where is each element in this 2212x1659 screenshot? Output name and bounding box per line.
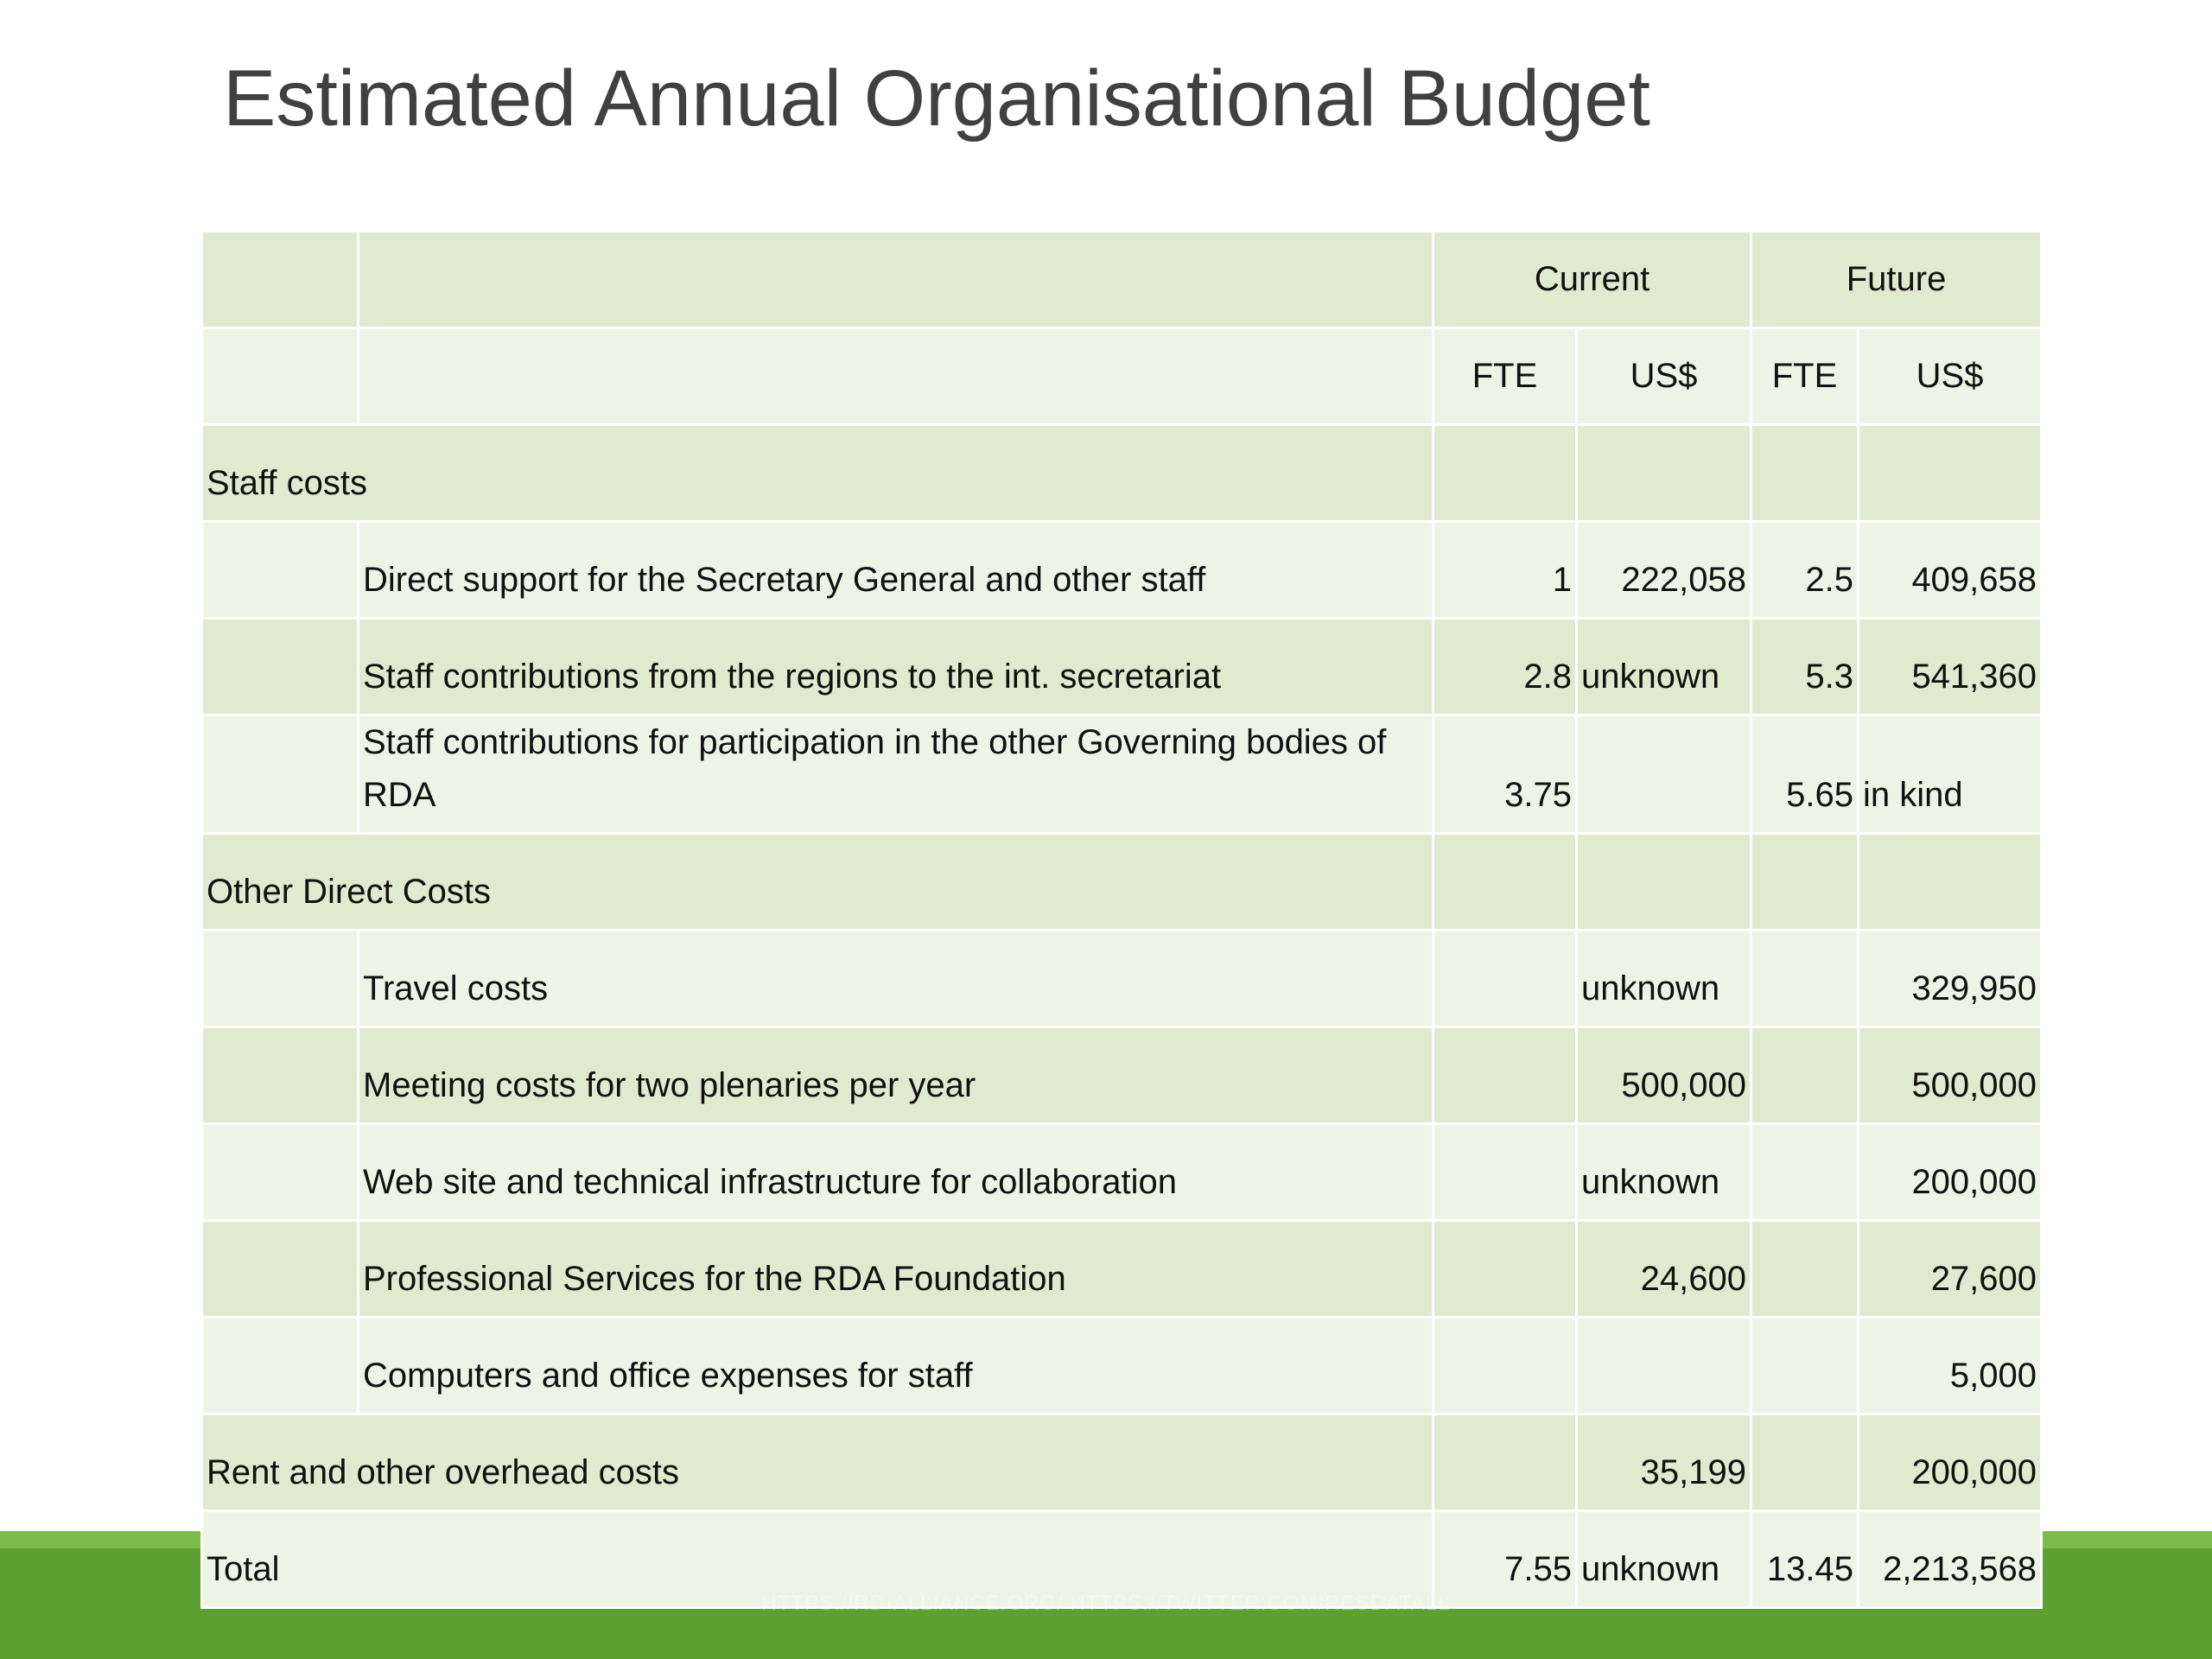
cell bbox=[200, 1122, 359, 1222]
budget-row: Direct support for the Secretary General… bbox=[200, 520, 2044, 620]
cell bbox=[200, 1026, 359, 1125]
budget-row: Meeting costs for two plenaries per year… bbox=[200, 1026, 2044, 1125]
budget-row: Web site and technical infrastructure fo… bbox=[200, 1122, 2044, 1222]
cell bbox=[200, 1219, 359, 1319]
cell bbox=[200, 230, 359, 329]
cell: 222,058 bbox=[1574, 520, 1753, 620]
cell bbox=[200, 520, 359, 620]
group-header-row: Current Future bbox=[200, 230, 2044, 329]
cell bbox=[357, 230, 1434, 329]
cell bbox=[1750, 929, 1860, 1028]
budget-row: Staff contributions for participation in… bbox=[200, 714, 2044, 835]
cell: Web site and technical infrastructure fo… bbox=[357, 1122, 1434, 1222]
cell: Meeting costs for two plenaries per year bbox=[357, 1026, 1434, 1125]
cell: unknown bbox=[1574, 617, 1753, 716]
cell: in kind bbox=[1857, 714, 2044, 835]
budget-row: Computers and office expenses for staff 5… bbox=[200, 1316, 2044, 1415]
cell: Total bbox=[200, 1510, 1434, 1609]
cell: 24,600 bbox=[1574, 1219, 1753, 1319]
cell: unknown bbox=[1574, 1510, 1753, 1609]
footer-links: HTTPS://RD-ALLIANCE.ORG/ HTTPS://TWITTER… bbox=[761, 1592, 1451, 1615]
cell bbox=[1750, 1122, 1860, 1222]
cell: 329,950 bbox=[1857, 929, 2044, 1028]
cell bbox=[1432, 1026, 1578, 1125]
cell bbox=[1750, 1316, 1860, 1415]
cell: Staff contributions from the regions to … bbox=[357, 617, 1434, 716]
cell: 2.5 bbox=[1750, 520, 1860, 620]
cell bbox=[200, 714, 359, 835]
cell bbox=[200, 327, 359, 426]
budget-row: Rent and other overhead costs 35,199 200,0… bbox=[200, 1413, 2044, 1512]
cell: 200,000 bbox=[1857, 1413, 2044, 1512]
cell: Rent and other overhead costs bbox=[200, 1413, 1434, 1512]
cell: FTE bbox=[1750, 327, 1860, 426]
cell: 500,000 bbox=[1574, 1026, 1753, 1125]
cell: Staff contributions for participation in… bbox=[357, 714, 1434, 835]
cell: 409,658 bbox=[1857, 520, 2044, 620]
cell: 1 bbox=[1432, 520, 1578, 620]
cell bbox=[200, 929, 359, 1028]
cell bbox=[1574, 832, 1753, 931]
cell: Professional Services for the RDA Founda… bbox=[357, 1219, 1434, 1319]
cell: 500,000 bbox=[1857, 1026, 2044, 1125]
cell bbox=[1432, 423, 1578, 523]
cell: 200,000 bbox=[1857, 1122, 2044, 1222]
cell: Current bbox=[1431, 230, 1753, 329]
cell: Other Direct Costs bbox=[200, 832, 1434, 931]
cell bbox=[1432, 1413, 1578, 1512]
budget-row: Staff costs bbox=[200, 423, 2044, 523]
cell bbox=[1750, 1219, 1860, 1319]
budget-table: Current Future FTE US$ FTE US$ Staff costs Dire… bbox=[200, 230, 2044, 1609]
cell: 13.45 bbox=[1750, 1510, 1860, 1609]
cell: FTE bbox=[1432, 327, 1578, 426]
cell: 27,600 bbox=[1857, 1219, 2044, 1319]
cell bbox=[1750, 423, 1860, 523]
cell: Computers and office expenses for staff bbox=[357, 1316, 1434, 1415]
cell: US$ bbox=[1574, 327, 1753, 426]
cell bbox=[1574, 1316, 1753, 1415]
cell bbox=[1750, 832, 1860, 931]
cell: Future bbox=[1750, 230, 2044, 329]
cell bbox=[1857, 423, 2044, 523]
cell: unknown bbox=[1574, 929, 1753, 1028]
cell: 35,199 bbox=[1574, 1413, 1753, 1512]
cell bbox=[1432, 929, 1578, 1028]
cell: unknown bbox=[1574, 1122, 1753, 1222]
budget-row: Staff contributions from the regions to … bbox=[200, 617, 2044, 716]
budget-row: Professional Services for the RDA Founda… bbox=[200, 1219, 2044, 1319]
budget-row: Other Direct Costs bbox=[200, 832, 2044, 931]
cell bbox=[200, 1316, 359, 1415]
cell: Direct support for the Secretary General… bbox=[357, 520, 1434, 620]
column-header-row: FTE US$ FTE US$ bbox=[200, 327, 2044, 426]
cell: Travel costs bbox=[357, 929, 1434, 1028]
cell: 541,360 bbox=[1857, 617, 2044, 716]
budget-row: Total 7.55 unknown 13.45 2,213,568 bbox=[200, 1510, 2044, 1609]
budget-row: Travel costs unknown 329,950 bbox=[200, 929, 2044, 1028]
cell bbox=[1432, 1316, 1578, 1415]
cell: 5,000 bbox=[1857, 1316, 2044, 1415]
cell: US$ bbox=[1857, 327, 2044, 426]
cell bbox=[1432, 1219, 1578, 1319]
cell bbox=[1432, 832, 1578, 931]
cell bbox=[1857, 832, 2044, 931]
cell bbox=[200, 617, 359, 716]
cell: 7.55 bbox=[1432, 1510, 1578, 1609]
slide-title: Estimated Annual Organisational Budget bbox=[223, 54, 1650, 143]
cell: 3.75 bbox=[1432, 714, 1578, 835]
cell bbox=[1750, 1026, 1860, 1125]
cell: Staff costs bbox=[200, 423, 1434, 523]
cell bbox=[1574, 423, 1753, 523]
cell: 5.3 bbox=[1750, 617, 1860, 716]
cell: 2,213,568 bbox=[1857, 1510, 2044, 1609]
cell bbox=[1432, 1122, 1578, 1222]
cell bbox=[1750, 1413, 1860, 1512]
cell bbox=[1574, 714, 1753, 835]
cell bbox=[357, 327, 1434, 426]
cell: 2.8 bbox=[1432, 617, 1578, 716]
cell: 5.65 bbox=[1750, 714, 1860, 835]
